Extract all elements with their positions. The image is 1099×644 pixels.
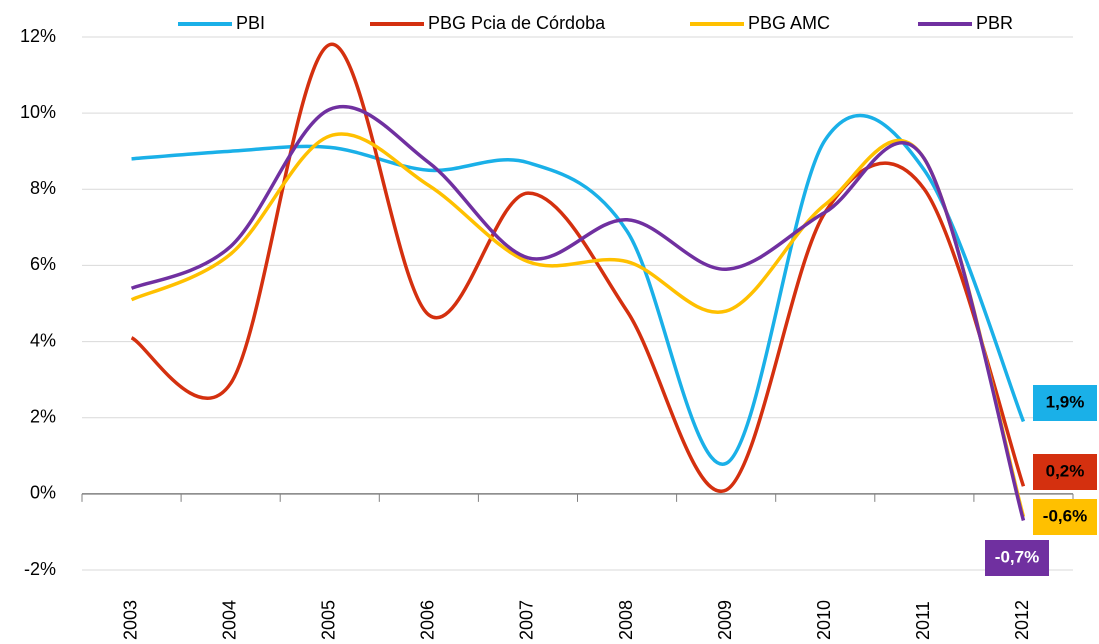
value-label: 1,9% (1033, 385, 1097, 421)
legend-label: PBG AMC (748, 13, 830, 33)
y-tick-label: 0% (30, 483, 56, 503)
value-label-text: -0,6% (1043, 506, 1087, 525)
legend-label: PBR (976, 13, 1013, 33)
value-label-box (1033, 499, 1097, 535)
x-tick-label: 2008 (616, 600, 636, 640)
value-label-box (985, 540, 1049, 576)
value-label-text: 1,9% (1046, 392, 1085, 411)
value-label: -0,6% (1033, 499, 1097, 535)
x-tick-label: 2007 (517, 600, 537, 640)
x-tick-label: 2012 (1012, 600, 1032, 640)
y-tick-label: 4% (30, 330, 56, 350)
x-tick-label: 2006 (418, 600, 438, 640)
value-label: 0,2% (1033, 454, 1097, 490)
value-label-box (1033, 454, 1097, 490)
x-tick-label: 2004 (219, 600, 239, 640)
y-tick-label: -2% (24, 559, 56, 579)
value-label-box (1033, 385, 1097, 421)
y-tick-label: 2% (30, 406, 56, 426)
legend-label: PBI (236, 13, 265, 33)
y-tick-label: 10% (20, 102, 56, 122)
x-tick-label: 2010 (814, 600, 834, 640)
y-tick-label: 6% (30, 254, 56, 274)
value-label: -0,7% (985, 540, 1049, 576)
line-series (130, 132, 1026, 518)
x-tick-label: 2005 (319, 600, 339, 640)
legend-label: PBG Pcia de Córdoba (428, 13, 606, 33)
y-tick-label: 12% (20, 26, 56, 46)
line-series (130, 42, 1026, 494)
y-tick-label: 8% (30, 178, 56, 198)
x-tick-label: 2009 (715, 600, 735, 640)
value-label-text: 0,2% (1046, 461, 1085, 480)
x-tick-label: 2011 (913, 601, 933, 640)
line-series (130, 104, 1026, 521)
line-series (131, 113, 1026, 466)
x-tick-label: 2003 (120, 600, 140, 640)
value-label-text: -0,7% (995, 547, 1039, 566)
